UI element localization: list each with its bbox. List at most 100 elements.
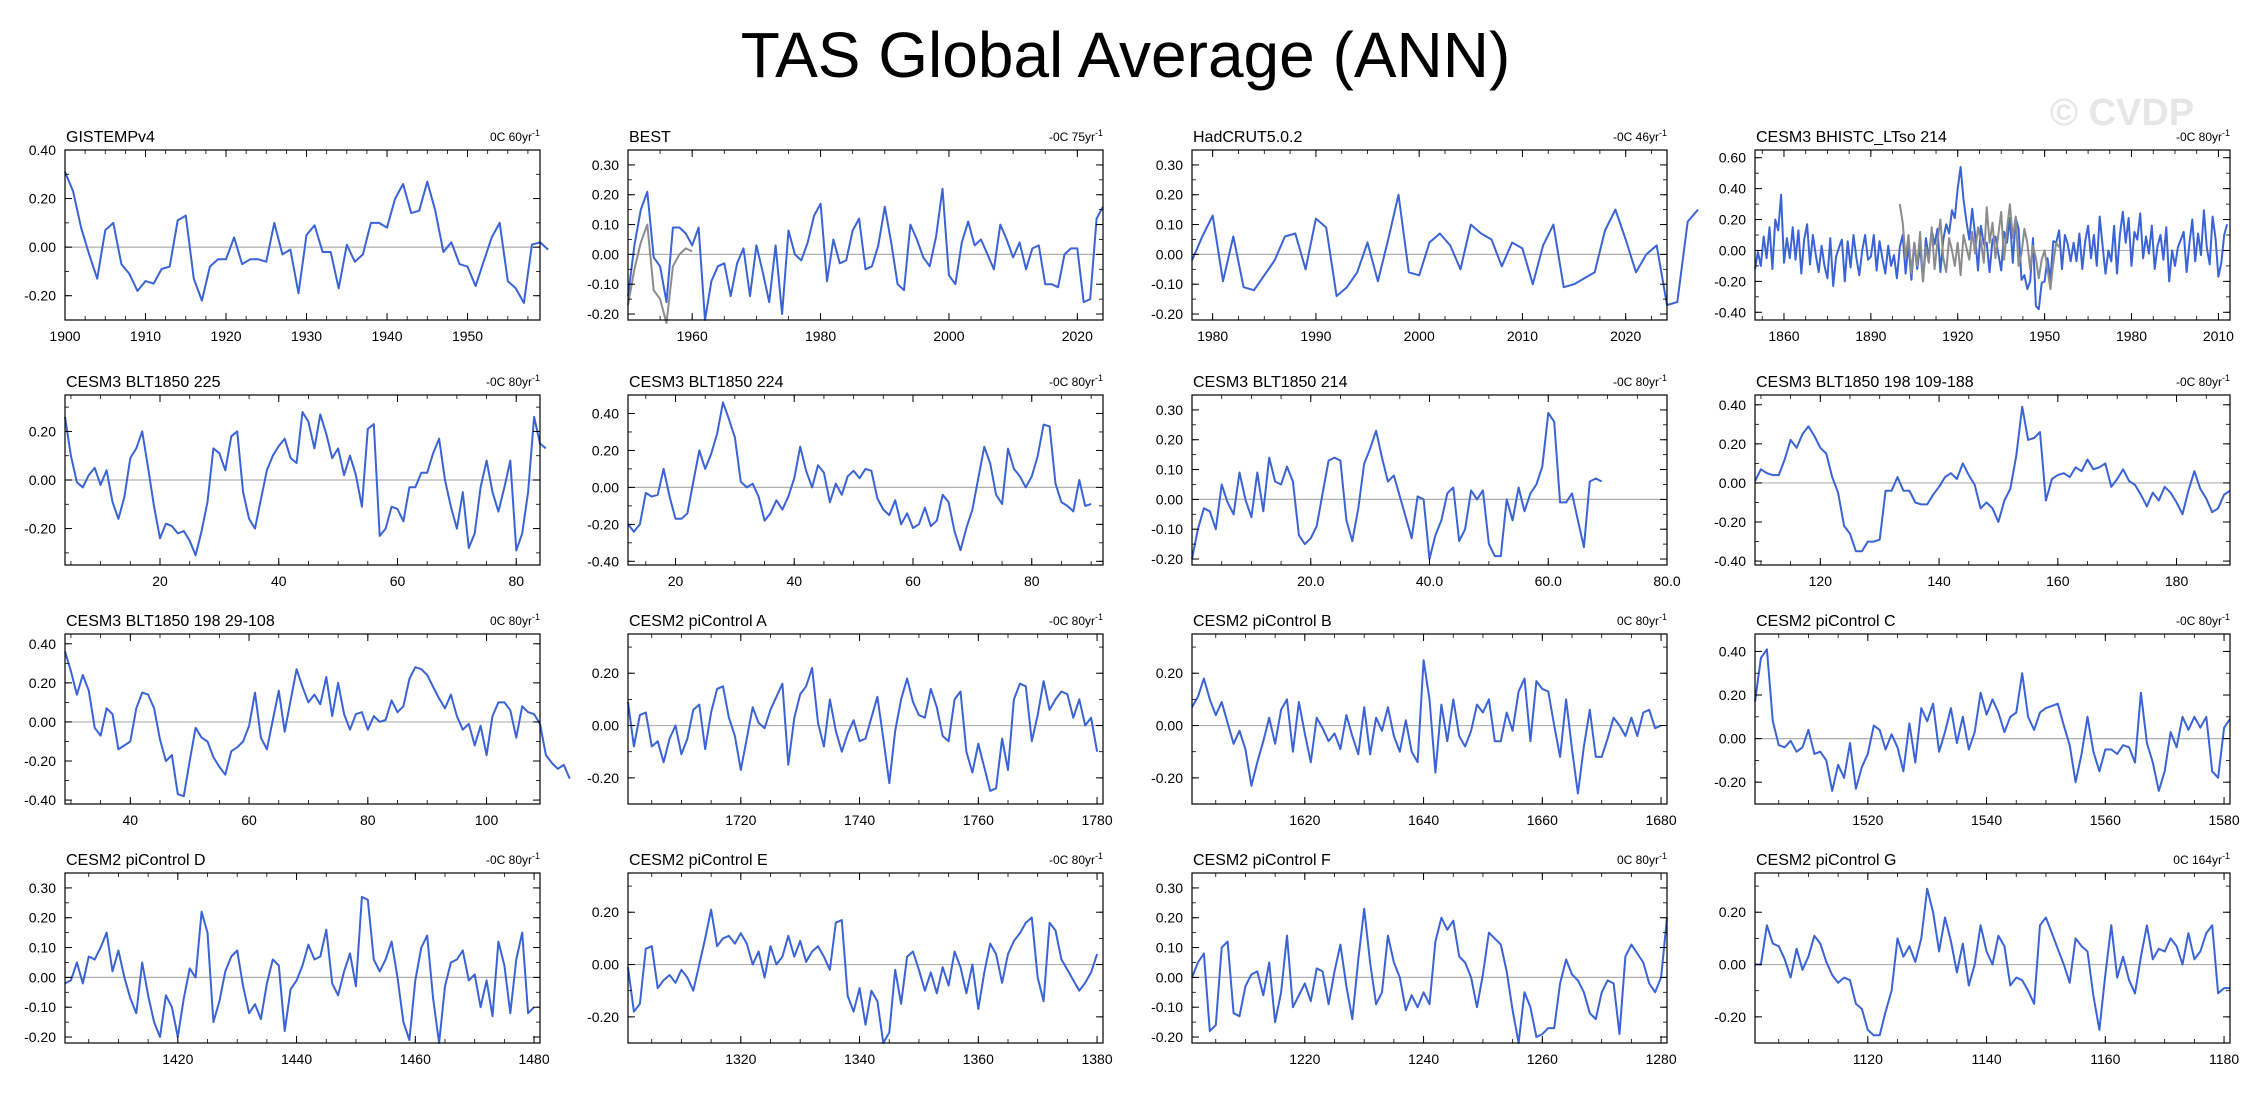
- chart-panel-12: -0.20 0.00 0.20 0.40 1520 1540 1560 1580 CESM2 p…: [1714, 612, 2240, 828]
- panel-title: CESM3 BHISTC_LTso 214: [1756, 129, 1947, 146]
- x-tick-label: 80.0: [1653, 573, 1680, 589]
- y-tick-label: 0.00: [1156, 718, 1183, 734]
- panel-title: CESM3 BLT1850 225: [66, 374, 221, 391]
- y-tick-label: 0.40: [592, 405, 619, 421]
- x-tick-label: 1980: [805, 328, 836, 344]
- y-tick-label: -0.20: [587, 306, 619, 322]
- x-tick-label: 1910: [130, 328, 161, 344]
- y-tick-label: 0.00: [29, 714, 56, 730]
- y-tick-label: 0.20: [592, 187, 619, 203]
- x-tick-label: 1980: [1197, 328, 1228, 344]
- x-tick-label: 1940: [371, 328, 402, 344]
- x-tick-label: 140: [1927, 573, 1951, 589]
- y-tick-label: 0.00: [592, 957, 619, 973]
- x-tick-label: 1950: [452, 328, 483, 344]
- y-tick-label: -0.20: [1151, 551, 1183, 567]
- x-tick-label: 1220: [1289, 1051, 1320, 1067]
- y-tick-label: 0.40: [1719, 181, 1746, 197]
- x-tick-label: 1900: [49, 328, 80, 344]
- chart-panel-6: -0.40 -0.20 0.00 0.20 0.40 20 40 60 80 CESM3 BLT1…: [587, 373, 1104, 589]
- plot-frame: [64, 149, 541, 321]
- x-tick-label: 1380: [1081, 1051, 1112, 1067]
- x-tick-label: 1240: [1408, 1051, 1439, 1067]
- x-tick-label: 1280: [1645, 1051, 1676, 1067]
- y-tick-label: -0.20: [587, 1009, 619, 1025]
- x-tick-label: 40: [786, 573, 802, 589]
- y-tick-label: 0.10: [1156, 940, 1183, 956]
- y-tick-label: 0.20: [1719, 436, 1746, 452]
- y-tick-label: 0.30: [1156, 880, 1183, 896]
- y-tick-label: 0.30: [29, 880, 56, 896]
- plot-frame: [627, 872, 1104, 1044]
- trend-label: -0C 80yr-1: [2176, 128, 2230, 144]
- plot-frame: [1191, 394, 1668, 566]
- x-tick-label: 1760: [963, 812, 994, 828]
- x-tick-label: 1320: [725, 1051, 756, 1067]
- x-tick-label: 1340: [844, 1051, 875, 1067]
- x-tick-label: 20: [152, 573, 168, 589]
- y-tick-label: 0.00: [1719, 957, 1746, 973]
- series-line-1: [627, 401, 1092, 552]
- chart-panel-11: -0.20 0.00 0.20 1620 1640 1660 1680 CESM2 piCon…: [1151, 612, 1677, 828]
- trend-label: -0C 80yr-1: [486, 851, 540, 867]
- series-line-1: [627, 667, 1099, 792]
- plot-frame: [627, 633, 1104, 805]
- chart-panel-8: -0.40 -0.20 0.00 0.20 0.40 120 140 160 180 CESM3 …: [1714, 373, 2231, 589]
- y-tick-label: 0.10: [1156, 217, 1183, 233]
- trend-label: -0C 75yr-1: [1049, 128, 1103, 144]
- x-tick-label: 1860: [1768, 328, 1799, 344]
- trend-label: -0C 80yr-1: [1613, 373, 1667, 389]
- x-tick-label: 20.0: [1297, 573, 1324, 589]
- x-tick-label: 1920: [210, 328, 241, 344]
- series-line-1: [64, 651, 571, 798]
- x-tick-label: 60: [241, 812, 257, 828]
- y-tick-label: 0.20: [1719, 687, 1746, 703]
- x-tick-label: 1930: [291, 328, 322, 344]
- panel-title: CESM3 BLT1850 198 109-188: [1756, 374, 1974, 391]
- series-line-1: [1191, 659, 1662, 795]
- y-tick-label: 0.00: [592, 246, 619, 262]
- series-line-1: [627, 908, 1099, 1044]
- plot-frame: [1191, 149, 1668, 321]
- x-tick-label: 1580: [2208, 812, 2239, 828]
- y-tick-label: 0.40: [29, 142, 56, 158]
- x-tick-label: 80: [508, 573, 524, 589]
- y-tick-label: 0.20: [1719, 904, 1746, 920]
- x-tick-label: 2020: [1062, 328, 1093, 344]
- y-tick-label: 0.20: [1156, 432, 1183, 448]
- panel-title: BEST: [629, 129, 671, 146]
- y-tick-label: -0.20: [1714, 774, 1746, 790]
- x-tick-label: 1780: [1081, 812, 1112, 828]
- y-tick-label: 0.00: [592, 718, 619, 734]
- y-tick-label: 0.20: [592, 442, 619, 458]
- x-tick-label: 1980: [2116, 328, 2147, 344]
- series-line-1: [64, 895, 535, 1044]
- y-tick-label: 0.20: [1156, 910, 1183, 926]
- trend-label: -0C 80yr-1: [1049, 373, 1103, 389]
- x-tick-label: 180: [2165, 573, 2189, 589]
- series-line-1: [1191, 907, 1668, 1044]
- trend-label: -0C 80yr-1: [486, 373, 540, 389]
- series-line-2: [1898, 203, 2060, 291]
- y-tick-label: 0.40: [1719, 643, 1746, 659]
- series-line-1: [1755, 887, 2230, 1037]
- panel-title: CESM3 BLT1850 214: [1193, 374, 1348, 391]
- x-tick-label: 40.0: [1416, 573, 1443, 589]
- series-line-1: [64, 411, 547, 557]
- x-tick-label: 1520: [1852, 812, 1883, 828]
- x-tick-label: 160: [2046, 573, 2070, 589]
- y-tick-label: -0.20: [1151, 1029, 1183, 1045]
- x-tick-label: 1260: [1527, 1051, 1558, 1067]
- x-tick-label: 1950: [2029, 328, 2060, 344]
- y-tick-label: 0.10: [1156, 462, 1183, 478]
- x-tick-label: 1420: [162, 1051, 193, 1067]
- y-tick-label: 0.30: [1156, 157, 1183, 173]
- y-tick-label: -0.20: [24, 1029, 56, 1045]
- chart-panel-2: -0.20 -0.10 0.00 0.10 0.20 0.30 1960 1980 2000 20…: [587, 128, 1104, 344]
- y-tick-label: 0.00: [1719, 475, 1746, 491]
- y-tick-label: -0.40: [1714, 553, 1746, 569]
- trend-label: 0C 80yr-1: [1617, 612, 1667, 628]
- y-tick-label: -0.20: [1151, 306, 1183, 322]
- x-tick-label: 1960: [677, 328, 708, 344]
